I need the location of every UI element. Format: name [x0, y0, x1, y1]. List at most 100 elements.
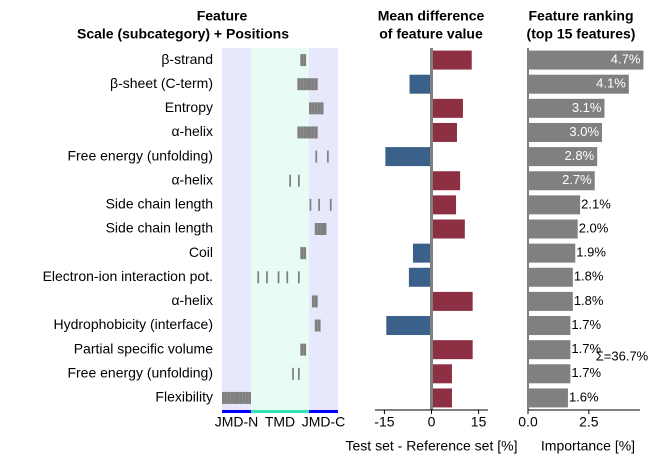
bar [529, 74, 629, 94]
position-mark [289, 174, 292, 187]
position-mark [317, 223, 321, 235]
position-mark [306, 78, 309, 91]
bar [529, 267, 573, 287]
panel-title: of feature value [379, 26, 483, 42]
bar [432, 291, 473, 311]
position-mark [314, 223, 318, 235]
position-mark [303, 126, 307, 139]
x-axis-label: Test set - Reference set [%] [346, 438, 518, 454]
bar [432, 388, 452, 408]
position-mark [309, 78, 312, 91]
value-label: 4.1% [596, 76, 626, 91]
bar [529, 219, 578, 239]
position-mark [311, 78, 315, 91]
feature-label: α-helix [171, 292, 213, 308]
position-mark [314, 78, 318, 91]
bar [529, 364, 571, 384]
bar [529, 195, 581, 215]
feature-label: Partial specific volume [74, 340, 213, 356]
position-mark [292, 367, 294, 380]
position-mark [297, 367, 300, 380]
value-label: 2.7% [562, 172, 592, 187]
value-label: 1.7% [571, 341, 601, 356]
feature-label: Electron-ion interaction pot. [43, 268, 213, 284]
position-mark [300, 126, 304, 139]
feature-label: Side chain length [106, 220, 213, 236]
x-tick-label: 0.0 [518, 414, 538, 430]
bar [409, 74, 432, 94]
bar [432, 98, 463, 118]
feature-label: β-strand [161, 51, 213, 67]
position-mark [300, 343, 304, 356]
value-label: 1.7% [571, 317, 601, 332]
position-mark [297, 174, 300, 187]
x-tick-label: -15 [374, 414, 394, 430]
feature-label: Flexibility [155, 389, 213, 405]
position-mark [311, 126, 315, 139]
region-bar [309, 410, 338, 413]
feature-label: Coil [189, 244, 213, 260]
position-mark [248, 391, 251, 404]
position-mark [315, 150, 318, 163]
position-mark [300, 247, 304, 260]
value-label: 2.8% [565, 148, 595, 163]
x-tick-label: 15 [471, 414, 487, 430]
position-mark [314, 295, 318, 308]
bar [529, 388, 568, 408]
position-mark [245, 391, 249, 404]
position-mark [297, 126, 301, 139]
position-mark [242, 391, 246, 404]
position-mark [257, 271, 260, 284]
feature-label: α-helix [171, 123, 213, 139]
position-mark [224, 391, 228, 404]
position-mark [306, 126, 309, 139]
feature-label: Side chain length [106, 196, 213, 212]
value-label: 4.7% [611, 52, 641, 67]
position-mark [233, 391, 237, 404]
bar [385, 147, 432, 167]
feature-label: Free energy (unfolding) [67, 147, 213, 163]
position-mark [239, 391, 243, 404]
position-mark [300, 54, 304, 67]
value-label: 2.0% [579, 220, 609, 235]
position-mark [297, 78, 301, 91]
bar [432, 219, 465, 239]
panel-title: Mean difference [378, 8, 485, 24]
position-mark [318, 198, 321, 211]
bar [529, 316, 571, 336]
region-bar [222, 410, 251, 413]
region-label: JMD-N [215, 414, 259, 430]
bar [432, 340, 473, 360]
bar [432, 50, 472, 70]
bar [432, 364, 452, 384]
bar [529, 122, 603, 142]
x-axis-label: Importance [%] [541, 438, 635, 454]
position-mark [303, 54, 307, 67]
position-mark [320, 102, 324, 115]
position-mark [236, 391, 240, 404]
position-mark [303, 343, 307, 356]
position-mark [297, 271, 300, 284]
position-mark [317, 102, 321, 115]
feature-label: α-helix [171, 171, 213, 187]
bar [432, 122, 457, 142]
position-mark [222, 391, 225, 404]
position-mark [314, 319, 318, 332]
bar [529, 171, 595, 191]
bar [529, 98, 605, 118]
bar [529, 147, 598, 167]
bar [386, 316, 432, 336]
position-mark [326, 150, 329, 163]
position-mark [309, 126, 312, 139]
value-label: 2.1% [581, 196, 611, 211]
value-label: 1.8% [574, 293, 604, 308]
region-background [222, 48, 251, 410]
bar [432, 195, 457, 215]
position-mark [227, 391, 231, 404]
position-mark [303, 78, 307, 91]
position-mark [309, 198, 312, 211]
position-mark [286, 271, 289, 284]
position-mark [303, 247, 307, 260]
panel-title: Feature ranking [528, 8, 633, 24]
